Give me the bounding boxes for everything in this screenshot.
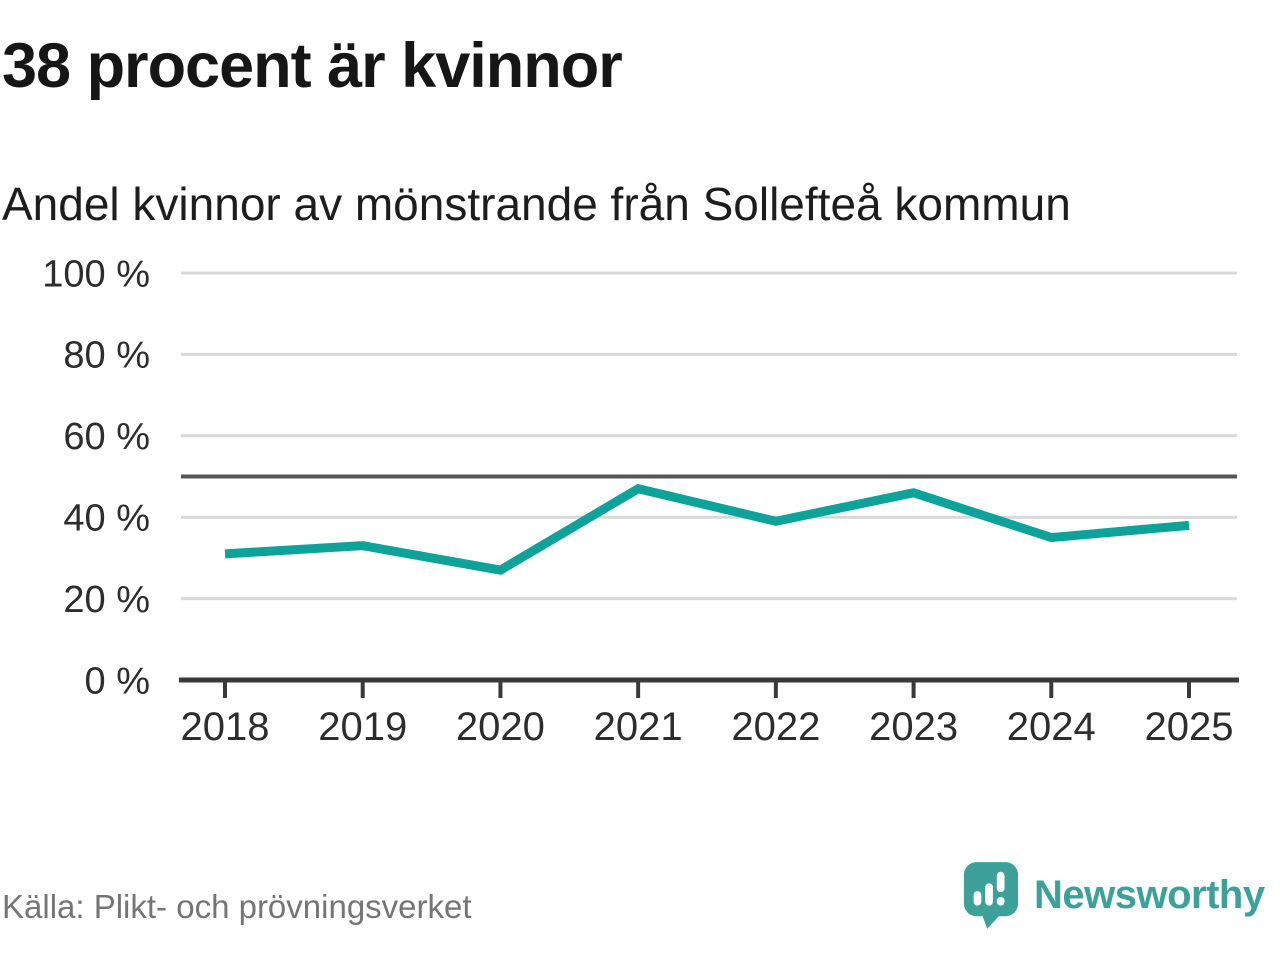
source-text: Källa: Plikt- och prövningsverket xyxy=(2,888,472,925)
y-axis-label: 60 % xyxy=(63,416,150,458)
newsworthy-wordmark: Newsworthy xyxy=(1034,872,1265,917)
x-axis-label: 2024 xyxy=(1007,705,1096,749)
x-axis-label: 2018 xyxy=(181,705,270,749)
x-axis-label: 2021 xyxy=(594,705,683,749)
y-axis-label: 40 % xyxy=(63,498,150,540)
newsworthy-bubble-chart-icon xyxy=(963,862,1019,929)
line-chart: 0 % 20 % 40 % 60 % 80 % 100 % 2018 2019 2020 2021… xyxy=(42,253,1239,749)
x-axis-label: 2023 xyxy=(869,705,958,749)
chart-subtitle: Andel kvinnor av mönstrande från Solleft… xyxy=(2,178,1071,230)
x-axis-label: 2022 xyxy=(731,705,820,749)
x-axis-label: 2019 xyxy=(318,705,407,749)
y-axis-label: 100 % xyxy=(42,253,150,295)
newsworthy-logo: Newsworthy xyxy=(962,860,1265,930)
series-line xyxy=(224,483,1190,575)
x-axis-label: 2020 xyxy=(456,705,545,749)
y-axis-label: 80 % xyxy=(63,335,150,377)
chart-title: 38 procent är kvinnor xyxy=(2,31,623,101)
y-axis-label: 20 % xyxy=(63,579,150,621)
x-axis-label: 2025 xyxy=(1145,705,1234,749)
y-axis-label: 0 % xyxy=(85,660,150,702)
